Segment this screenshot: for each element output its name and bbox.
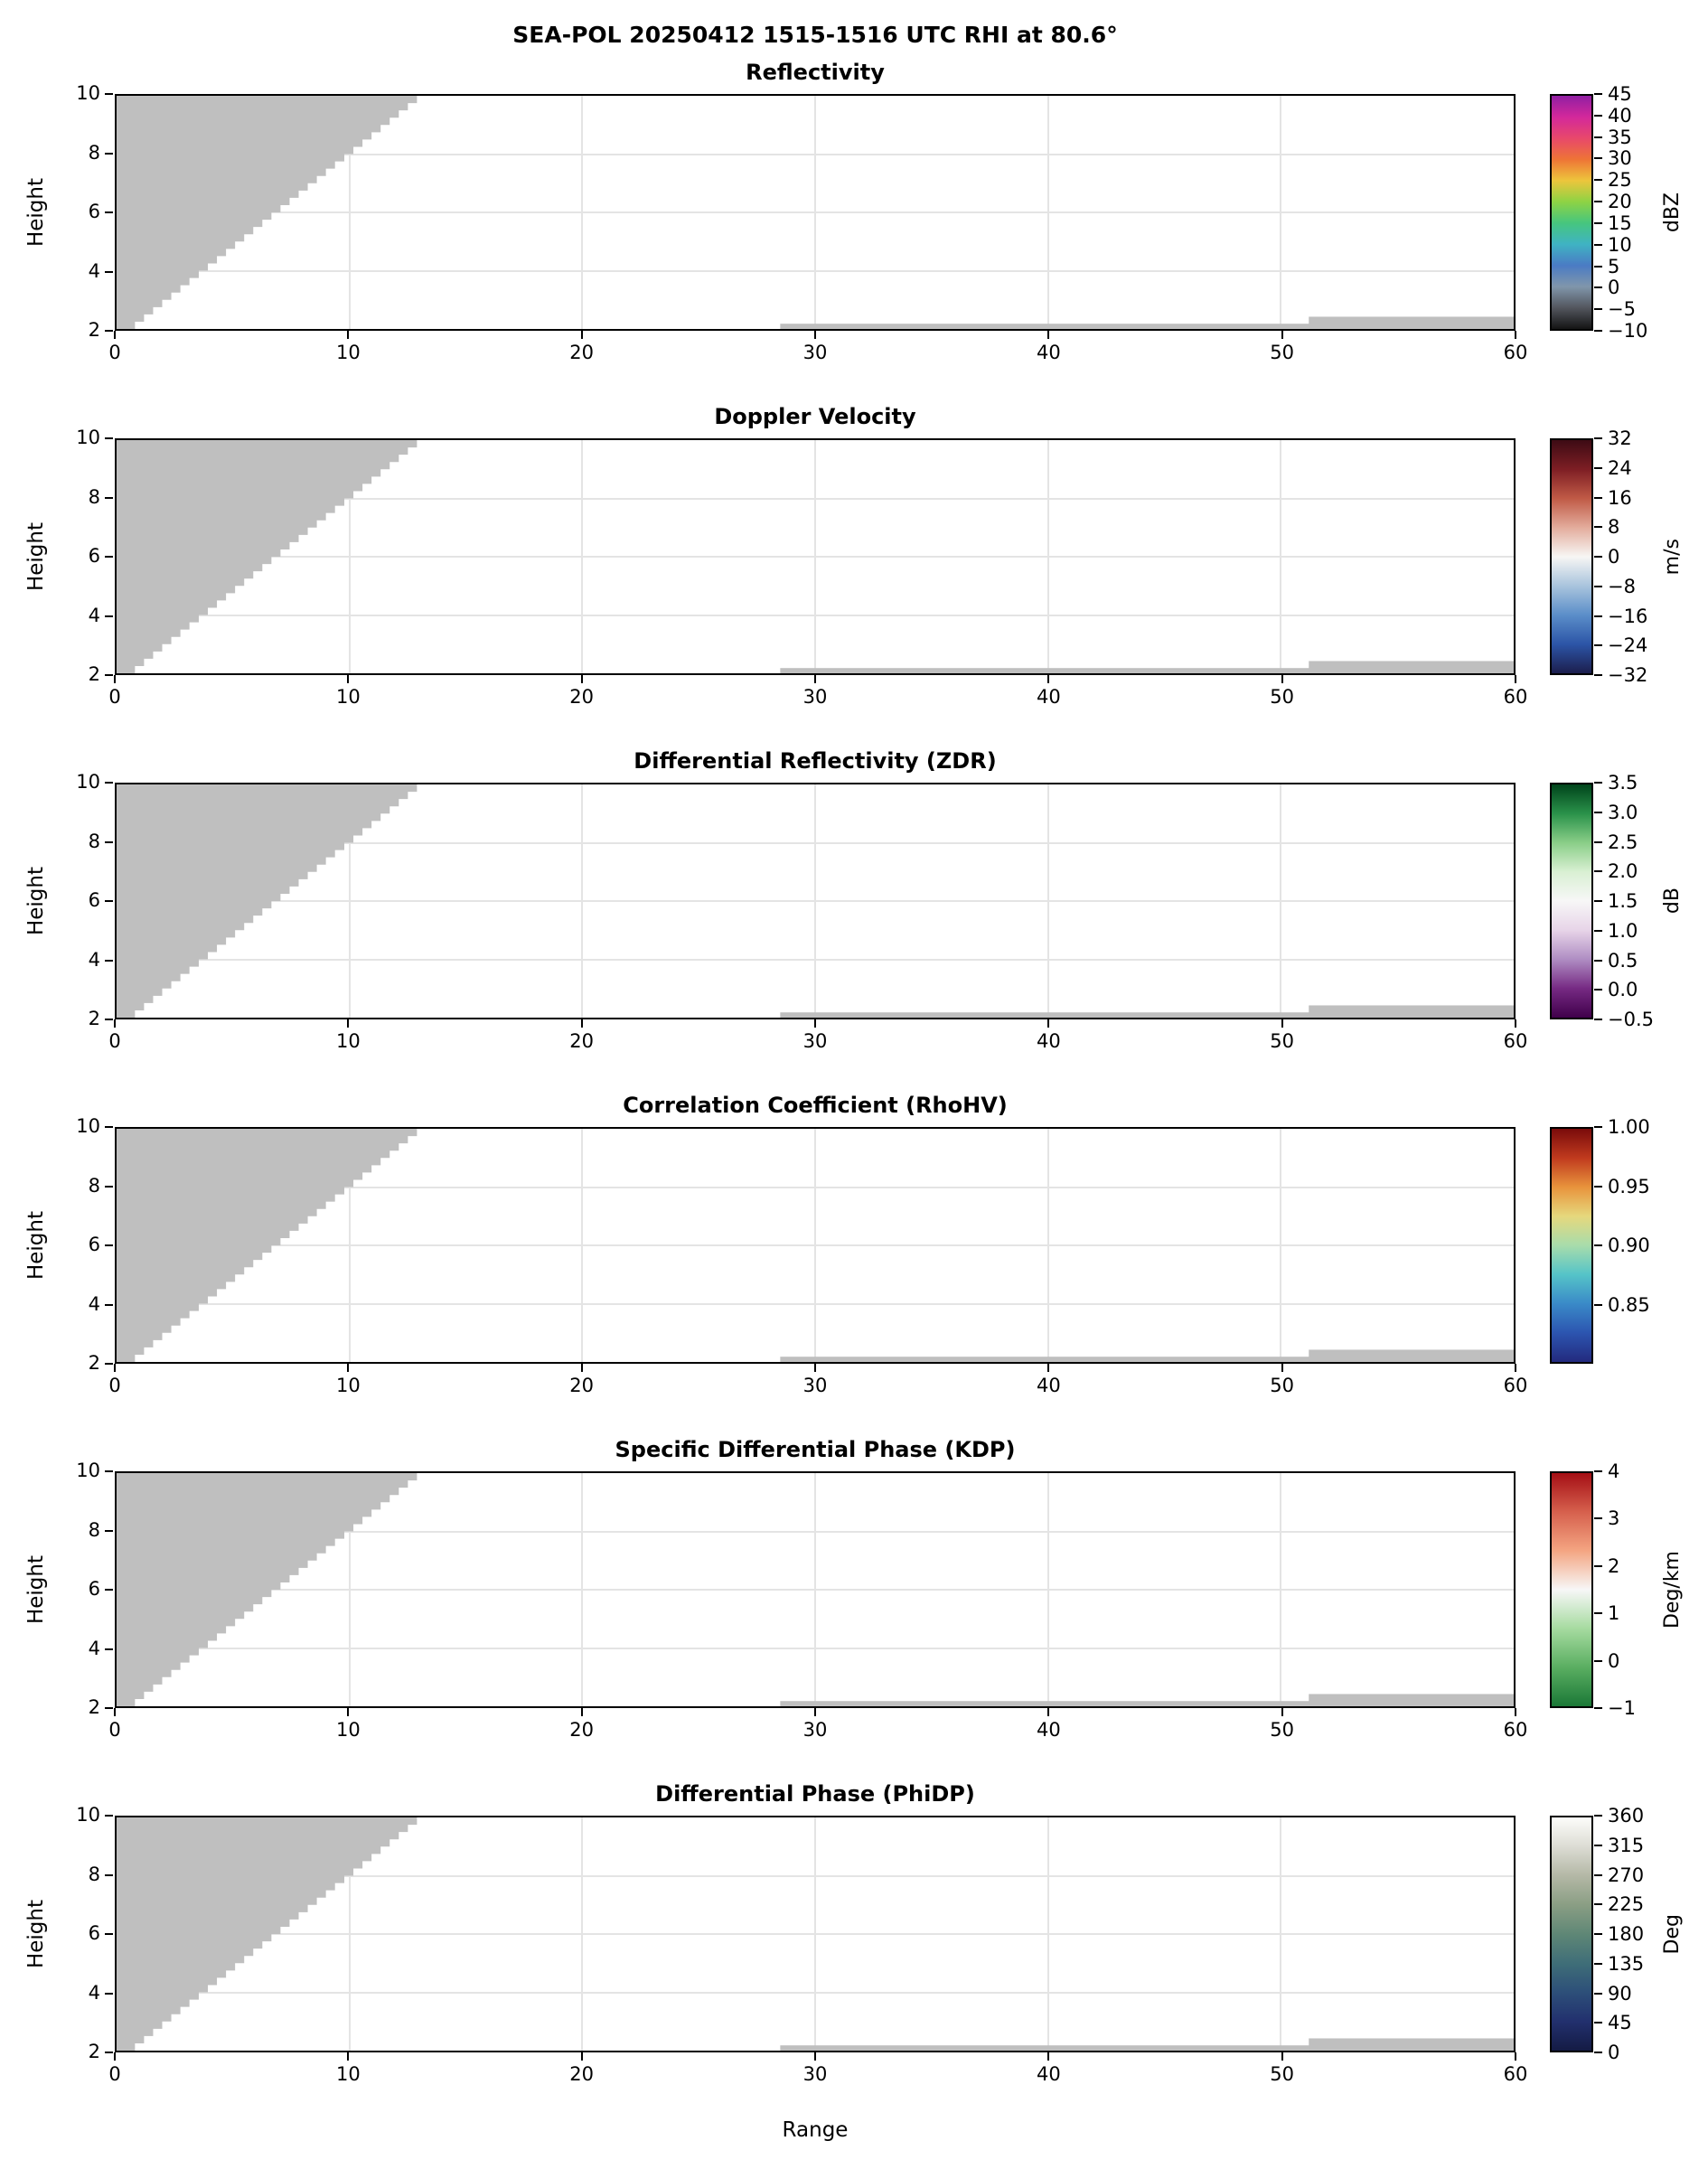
colorbar-unit: dB bbox=[1659, 783, 1685, 1019]
gridline bbox=[581, 784, 584, 1018]
no-data-mask bbox=[117, 1129, 1514, 1362]
gridline bbox=[348, 1129, 351, 1362]
gridline bbox=[814, 1473, 816, 1706]
panel-title: Correlation Coefficient (RhoHV) bbox=[623, 1093, 1008, 1118]
gridline bbox=[1280, 440, 1282, 673]
colorbar bbox=[1550, 438, 1593, 675]
gridline bbox=[581, 1473, 584, 1706]
gridline bbox=[1280, 784, 1282, 1018]
gridline bbox=[1280, 96, 1282, 329]
no-data-mask bbox=[117, 1473, 1514, 1706]
y-axis-label: Height bbox=[22, 1127, 51, 1364]
x-axis-ticks: 0 10 20 30 40 50 60 bbox=[108, 1019, 1527, 1056]
no-data-mask bbox=[117, 1817, 1514, 2051]
gridline bbox=[1280, 1473, 1282, 1706]
panel-title: Doppler Velocity bbox=[714, 404, 916, 429]
plot-area bbox=[115, 94, 1516, 331]
colorbar-unit-text: Deg bbox=[1660, 1913, 1684, 1955]
gridline bbox=[581, 440, 584, 673]
panel-zdr: Differential Reflectivity (ZDR) Height 1… bbox=[0, 746, 1708, 1091]
x-axis-ticks: 0 10 20 30 40 50 60 bbox=[108, 1364, 1527, 1400]
colorbar-unit: Deg/km bbox=[1659, 1471, 1685, 1708]
plot-area bbox=[115, 438, 1516, 675]
colorbar-unit bbox=[1659, 1127, 1685, 1364]
y-axis-label-text: Height bbox=[24, 1210, 48, 1281]
gridline bbox=[348, 784, 351, 1018]
colorbar bbox=[1550, 1816, 1593, 2052]
gridline bbox=[348, 1473, 351, 1706]
gridline bbox=[814, 96, 816, 329]
colorbar-unit-text: dBZ bbox=[1660, 192, 1684, 233]
no-data-mask bbox=[117, 96, 1514, 329]
panel-rhohv: Correlation Coefficient (RhoHV) Height 1… bbox=[0, 1091, 1708, 1435]
gridline bbox=[1046, 440, 1049, 673]
panel-reflectivity: Reflectivity Height 10 8 6 4 2 0 10 20 30 40 50 60… bbox=[0, 58, 1708, 402]
gridline bbox=[1046, 1473, 1049, 1706]
y-axis-label: Height bbox=[22, 783, 51, 1019]
panel-title: Reflectivity bbox=[746, 60, 885, 85]
x-axis-ticks: 0 10 20 30 40 50 60 bbox=[108, 1708, 1527, 1744]
x-axis-ticks: 0 10 20 30 40 50 60 bbox=[108, 675, 1527, 711]
y-axis-label-text: Height bbox=[24, 866, 48, 936]
plot-area bbox=[115, 1816, 1516, 2052]
x-axis-ticks: 0 10 20 30 40 50 60 bbox=[108, 331, 1527, 367]
colorbar-unit-text: dB bbox=[1660, 887, 1684, 915]
plot-area bbox=[115, 783, 1516, 1019]
panel-doppler-velocity: Doppler Velocity Height 10 8 6 4 2 0 10 20 30 40… bbox=[0, 402, 1708, 746]
y-axis-label-text: Height bbox=[24, 521, 48, 592]
x-axis-label: Range bbox=[782, 2118, 849, 2142]
gridline bbox=[1046, 1817, 1049, 2051]
panel-kdp: Specific Differential Phase (KDP) Height… bbox=[0, 1435, 1708, 1779]
gridline bbox=[1046, 1129, 1049, 1362]
gridline bbox=[581, 1817, 584, 2051]
no-data-mask bbox=[117, 784, 1514, 1018]
panel-title: Differential Phase (PhiDP) bbox=[655, 1781, 975, 1807]
gridline bbox=[1280, 1817, 1282, 2051]
gridline bbox=[814, 1817, 816, 2051]
y-axis-label: Height bbox=[22, 438, 51, 675]
colorbar bbox=[1550, 1471, 1593, 1708]
colorbar bbox=[1550, 94, 1593, 331]
gridline bbox=[1046, 96, 1049, 329]
colorbar-unit: Deg bbox=[1659, 1816, 1685, 2052]
colorbar bbox=[1550, 1127, 1593, 1364]
gridline bbox=[348, 1817, 351, 2051]
colorbar-unit: dBZ bbox=[1659, 94, 1685, 331]
y-axis-label: Height bbox=[22, 94, 51, 331]
colorbar-unit: m/s bbox=[1659, 438, 1685, 675]
panel-title: Differential Reflectivity (ZDR) bbox=[633, 748, 997, 774]
y-axis-label-text: Height bbox=[24, 1899, 48, 1969]
gridline bbox=[814, 784, 816, 1018]
gridline bbox=[1046, 784, 1049, 1018]
plot-area bbox=[115, 1471, 1516, 1708]
gridline bbox=[581, 1129, 584, 1362]
gridline bbox=[814, 1129, 816, 1362]
colorbar-unit-text: m/s bbox=[1660, 538, 1684, 576]
colorbar bbox=[1550, 783, 1593, 1019]
no-data-mask bbox=[117, 440, 1514, 673]
colorbar-unit-text: Deg/km bbox=[1660, 1550, 1684, 1629]
x-axis-ticks: 0 10 20 30 40 50 60 bbox=[108, 2052, 1527, 2089]
gridline bbox=[581, 96, 584, 329]
y-axis-label-text: Height bbox=[24, 1554, 48, 1625]
y-axis-label-text: Height bbox=[24, 177, 48, 248]
y-axis-label: Height bbox=[22, 1816, 51, 2052]
gridline bbox=[348, 96, 351, 329]
gridline bbox=[1280, 1129, 1282, 1362]
panel-phidp: Differential Phase (PhiDP) Height 10 8 6 4 2… bbox=[0, 1779, 1708, 2124]
gridline bbox=[348, 440, 351, 673]
y-axis-label: Height bbox=[22, 1471, 51, 1708]
plot-area bbox=[115, 1127, 1516, 1364]
gridline bbox=[814, 440, 816, 673]
panel-title: Specific Differential Phase (KDP) bbox=[615, 1437, 1016, 1462]
figure-suptitle: SEA-POL 20250412 1515-1516 UTC RHI at 80… bbox=[512, 22, 1118, 48]
